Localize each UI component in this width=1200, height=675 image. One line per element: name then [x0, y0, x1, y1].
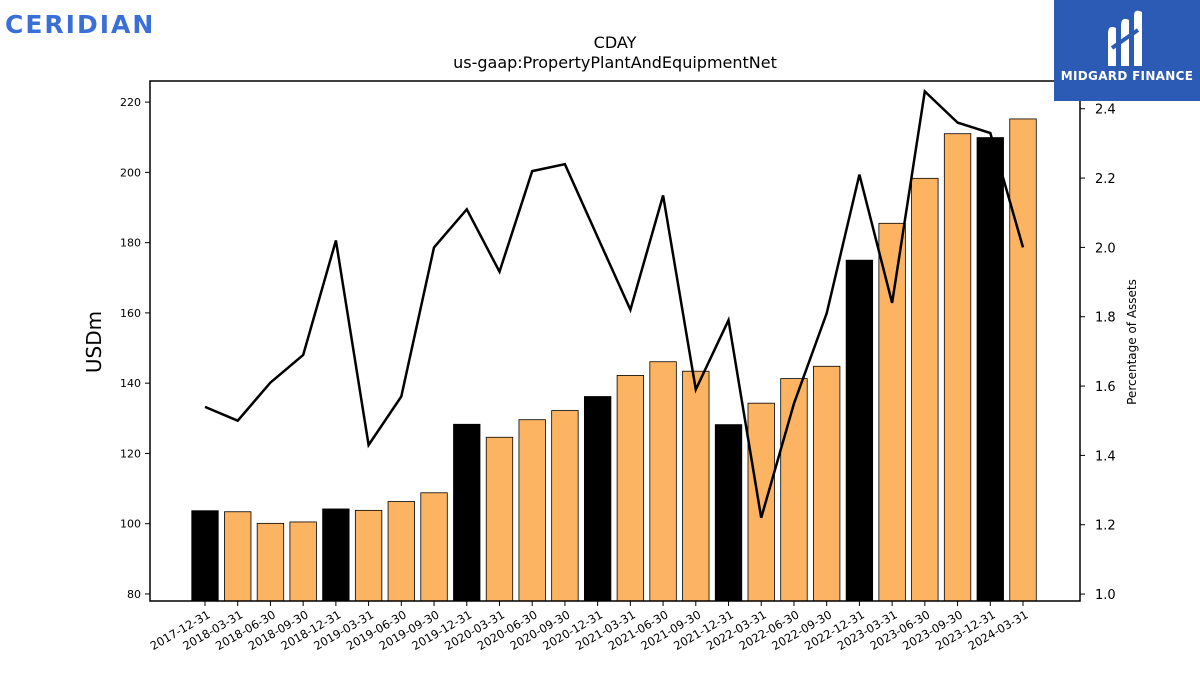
bar	[976, 137, 1004, 602]
bar	[518, 419, 546, 602]
bar	[485, 436, 514, 602]
y2-tick-label: 2.0	[1095, 241, 1116, 256]
y-axis-label: USDm	[82, 311, 106, 373]
percentage-line	[204, 88, 1025, 519]
y-tick-label: 80	[127, 588, 141, 601]
bar	[780, 378, 808, 602]
y-tick-label: 220	[120, 96, 141, 109]
y2-tick-label: 2.2	[1095, 172, 1116, 187]
bar	[813, 365, 841, 602]
bar	[682, 370, 710, 602]
midgard-finance-logo: MIDGARD FINANCE	[1054, 0, 1200, 101]
bar	[714, 424, 743, 602]
y2-tick-label: 1.0	[1095, 588, 1116, 603]
bar	[845, 259, 874, 602]
y2-tick-label: 2.4	[1095, 103, 1116, 118]
bar	[649, 361, 677, 602]
y2-tick-label: 1.6	[1095, 380, 1116, 395]
bar	[322, 508, 350, 602]
bar	[583, 396, 612, 602]
bar	[354, 509, 383, 602]
y-tick-label: 140	[120, 377, 141, 390]
y2-tick-label: 1.2	[1095, 519, 1116, 534]
bar	[943, 133, 972, 602]
bar	[1009, 118, 1037, 602]
bar	[191, 510, 219, 602]
y2-tick-label: 1.4	[1095, 449, 1116, 464]
bar	[420, 492, 448, 602]
bar	[878, 222, 906, 602]
y-tick-label: 200	[120, 166, 141, 179]
bar	[289, 521, 317, 602]
bar	[551, 410, 579, 602]
bar	[453, 423, 481, 602]
y-tick-label: 120	[120, 447, 141, 460]
y2-axis-label: Percentage of Assets	[1125, 279, 1139, 405]
midgard-finance-name: MIDGARD FINANCE	[1060, 69, 1194, 83]
ceridian-logo: CERIDIAN	[5, 10, 156, 39]
y-tick-label: 180	[120, 237, 141, 250]
chart-subtitle: us-gaap:PropertyPlantAndEquipmentNet	[453, 53, 777, 72]
midgard-m-icon	[1108, 10, 1142, 67]
y-tick-label: 160	[120, 307, 141, 320]
bar	[616, 375, 645, 602]
y2-tick-label: 1.8	[1095, 311, 1116, 326]
bar	[747, 402, 775, 602]
plot-frame	[149, 80, 1081, 602]
bar	[911, 177, 939, 602]
bar	[224, 511, 252, 602]
chart-title: CDAY	[594, 33, 637, 52]
y-tick-label: 100	[120, 518, 141, 531]
bar	[256, 522, 285, 602]
bar	[387, 501, 415, 602]
